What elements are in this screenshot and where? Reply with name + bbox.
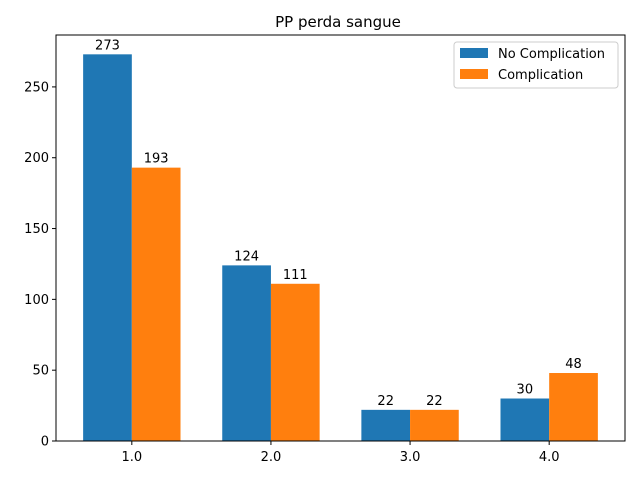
bar-no-complication-3 <box>500 398 550 441</box>
legend: No Complication Complication <box>453 41 619 89</box>
bar-complication-0 <box>131 167 181 441</box>
y-tick-label: 200 <box>24 151 49 166</box>
bar-value-label: 124 <box>234 249 259 264</box>
legend-box <box>453 41 619 89</box>
bar-complication-1 <box>270 283 320 441</box>
bar-no-complication-0 <box>83 54 132 441</box>
x-tick-label: 2.0 <box>261 450 282 465</box>
x-tick-label: 4.0 <box>539 450 560 465</box>
bar-labels-group: 273 124 22 30 193 111 22 48 <box>95 38 582 409</box>
bar-value-label: 30 <box>517 383 534 398</box>
y-axis: 0 50 100 150 200 250 <box>24 80 56 450</box>
bars-group <box>83 54 598 441</box>
legend-swatch-no-complication <box>460 48 488 58</box>
y-tick-label: 100 <box>24 293 49 308</box>
bar-value-label: 22 <box>377 394 394 409</box>
legend-label-no-complication: No Complication <box>498 47 605 62</box>
bar-no-complication-2 <box>361 409 411 441</box>
chart-title: PP perda sangue <box>275 13 401 31</box>
bar-value-label: 273 <box>95 38 120 53</box>
legend-swatch-complication <box>460 69 488 79</box>
x-tick-label: 3.0 <box>400 450 421 465</box>
y-tick-label: 150 <box>24 222 49 237</box>
legend-label-complication: Complication <box>498 68 583 83</box>
y-tick-label: 50 <box>32 364 49 379</box>
y-tick-label: 250 <box>24 80 49 95</box>
bar-complication-3 <box>549 373 598 441</box>
bar-value-label: 111 <box>283 268 308 283</box>
bar-complication-2 <box>410 409 459 441</box>
bar-value-label: 193 <box>144 152 169 167</box>
y-tick-label: 0 <box>41 435 49 450</box>
bar-value-label: 22 <box>426 394 443 409</box>
bar-value-label: 48 <box>565 357 582 372</box>
plot-frame <box>55 34 626 442</box>
x-axis: 1.0 2.0 3.0 4.0 <box>121 441 560 465</box>
bar-no-complication-1 <box>222 265 271 441</box>
x-tick-label: 1.0 <box>121 450 142 465</box>
